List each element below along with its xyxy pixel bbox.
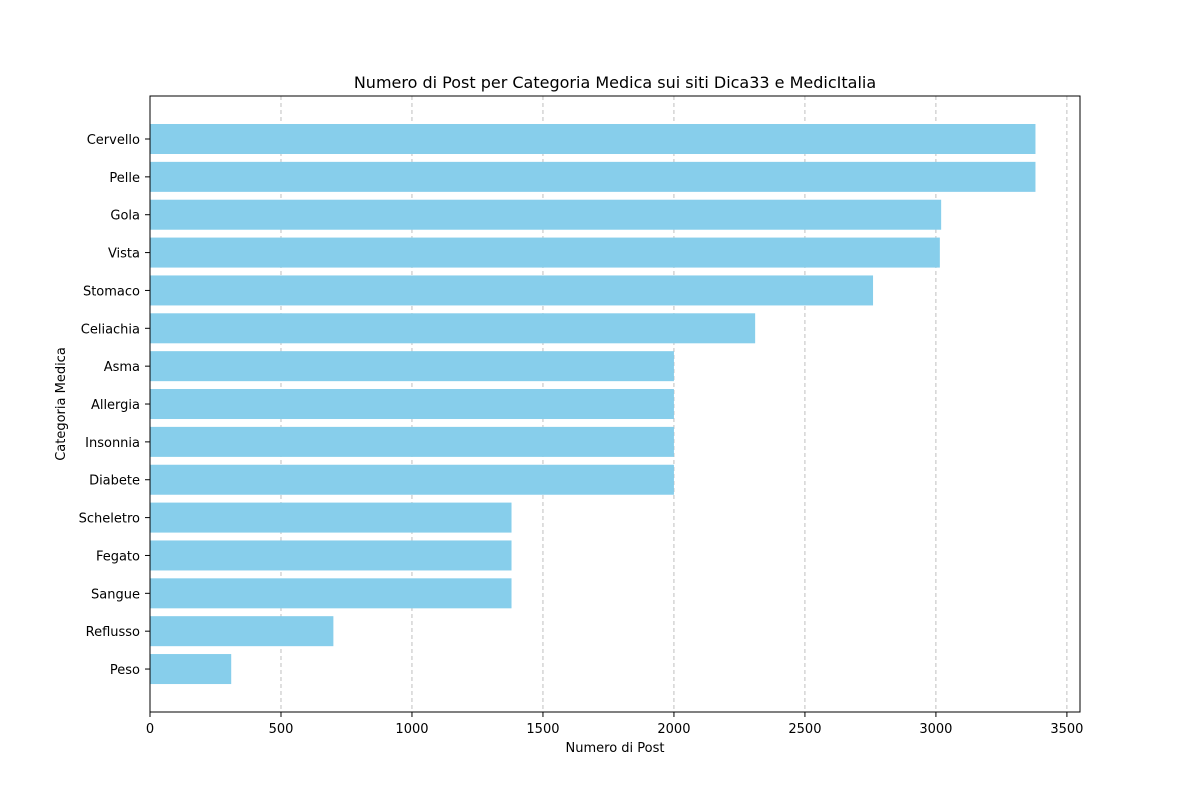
bar-vista (150, 237, 940, 268)
bar-fegato (150, 540, 512, 571)
bar-scheletro (150, 502, 512, 533)
x-tick-label: 1000 (395, 722, 428, 737)
bar-pelle (150, 161, 1036, 192)
x-axis-title: Numero di Post (566, 741, 665, 756)
y-tick-label: Stomaco (83, 284, 140, 299)
chart-title: Numero di Post per Categoria Medica sui … (354, 73, 876, 92)
y-tick-label: Sangue (91, 587, 140, 602)
y-tick-label: Vista (108, 247, 140, 262)
y-tick-label: Allergia (91, 398, 140, 413)
x-tick-label: 1500 (526, 722, 559, 737)
y-axis-title: Categoria Medica (54, 347, 69, 461)
bar-asma (150, 351, 674, 382)
bar-reflusso (150, 616, 334, 647)
bar-peso (150, 654, 232, 685)
x-tick-label: 2500 (788, 722, 821, 737)
y-tick-label: Celiachia (81, 322, 140, 337)
x-tick-label: 3500 (1050, 722, 1083, 737)
y-tick-label: Cervello (87, 133, 140, 148)
y-tick-label: Reflusso (86, 625, 140, 640)
bar-diabete (150, 464, 674, 495)
y-tick-label: Scheletro (79, 512, 140, 527)
bar-insonnia (150, 426, 674, 457)
bar-cervello (150, 124, 1036, 154)
y-tick-label: Asma (104, 360, 140, 375)
y-tick-label: Pelle (109, 171, 140, 186)
y-tick-label: Fegato (96, 549, 140, 564)
bar-stomaco (150, 275, 874, 306)
bar-gola (150, 199, 942, 230)
bars (150, 124, 1036, 685)
x-tick-label: 500 (269, 722, 294, 737)
ticks: 0 500 1000 1500 2000 2500 3000 3500 Cervello Pell… (79, 133, 1084, 737)
x-tick-label: 0 (146, 722, 154, 737)
y-tick-label: Insonnia (85, 436, 140, 451)
bar-allergia (150, 389, 674, 420)
bar-celiachia (150, 313, 756, 344)
x-tick-label: 3000 (919, 722, 952, 737)
y-tick-label: Diabete (89, 474, 140, 489)
x-tick-label: 2000 (657, 722, 690, 737)
bar-sangue (150, 578, 512, 609)
y-tick-label: Gola (110, 209, 140, 224)
y-tick-label: Peso (110, 663, 140, 678)
